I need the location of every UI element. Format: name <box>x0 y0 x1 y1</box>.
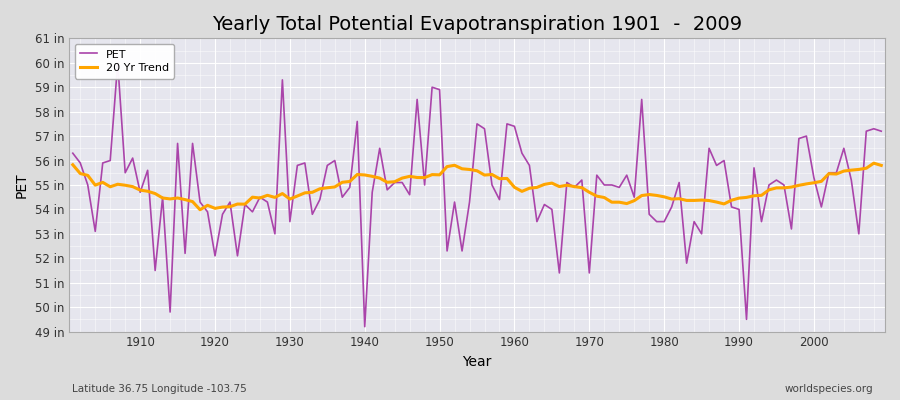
20 Yr Trend <box>300 190 310 195</box>
20 Yr Trend <box>607 200 617 204</box>
Y-axis label: PET: PET <box>15 172 29 198</box>
PET <box>359 324 370 329</box>
20 Yr Trend <box>194 207 205 212</box>
PET <box>614 185 625 190</box>
PET <box>68 151 78 156</box>
PET <box>524 163 535 168</box>
X-axis label: Year: Year <box>463 355 491 369</box>
Line: 20 Yr Trend: 20 Yr Trend <box>73 163 881 210</box>
PET <box>876 129 886 134</box>
PET <box>517 151 527 156</box>
20 Yr Trend <box>876 163 886 168</box>
20 Yr Trend <box>127 184 138 189</box>
20 Yr Trend <box>517 189 527 194</box>
20 Yr Trend <box>509 185 520 190</box>
Title: Yearly Total Potential Evapotranspiration 1901  -  2009: Yearly Total Potential Evapotranspiratio… <box>212 15 742 34</box>
20 Yr Trend <box>345 179 356 184</box>
Legend: PET, 20 Yr Trend: PET, 20 Yr Trend <box>75 44 175 78</box>
PET <box>300 160 310 165</box>
PET <box>345 185 356 190</box>
PET <box>135 190 146 195</box>
Text: Latitude 36.75 Longitude -103.75: Latitude 36.75 Longitude -103.75 <box>72 384 247 394</box>
20 Yr Trend <box>68 162 78 167</box>
20 Yr Trend <box>868 161 879 166</box>
PET <box>112 60 123 65</box>
Text: worldspecies.org: worldspecies.org <box>785 384 873 394</box>
Line: PET: PET <box>73 63 881 327</box>
